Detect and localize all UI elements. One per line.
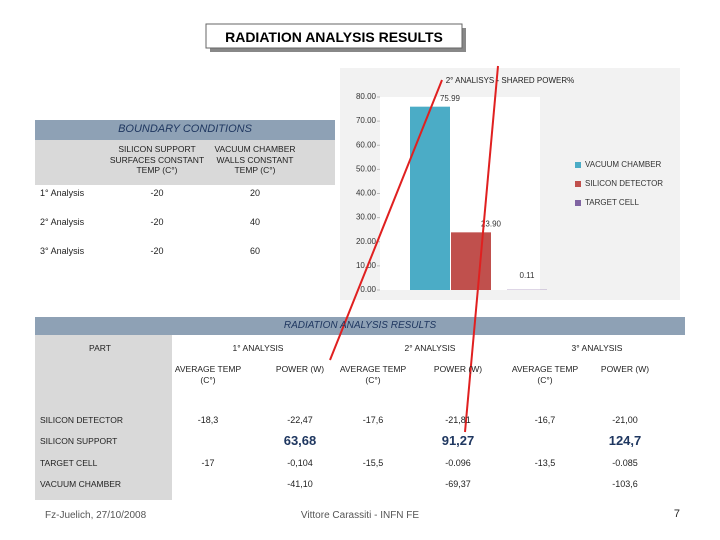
- results-header-band: [35, 317, 685, 335]
- cell: -17,6: [362, 415, 384, 425]
- bar: [451, 232, 491, 290]
- sub-header: AVERAGE TEMP (C°): [511, 364, 579, 385]
- title-box: [205, 23, 463, 49]
- annotation-line: [329, 79, 443, 361]
- cell: 20: [249, 188, 260, 198]
- table-title: RADIATION ANALYSIS RESULTS: [283, 320, 437, 331]
- legend-swatch: [575, 181, 581, 187]
- row-label: 1° Analysis: [40, 188, 85, 198]
- row-label: SILICON DETECTOR: [40, 415, 123, 425]
- footer-left: Fz-Juelich, 27/10/2008: [45, 510, 147, 521]
- sub-header: POWER (W): [275, 364, 325, 374]
- legend-label: TARGET CELL: [585, 198, 639, 207]
- y-tick-label: 80.00: [356, 92, 377, 101]
- cell: -0,104: [287, 458, 313, 468]
- footer-center: Vittore Carassiti - INFN FE: [300, 510, 420, 521]
- y-tick-label: 40.00: [356, 189, 377, 198]
- cell: 63,68: [283, 433, 317, 448]
- cell: -17: [201, 458, 215, 468]
- cell: -41,10: [287, 479, 313, 489]
- row-label: TARGET CELL: [40, 458, 98, 468]
- sub-header: POWER (W): [600, 364, 650, 374]
- cell: -0.085: [612, 458, 638, 468]
- legend-label: VACUUM CHAMBER: [585, 160, 662, 169]
- cell: 40: [249, 217, 260, 227]
- cell: 60: [249, 246, 260, 256]
- y-tick-label: 60.00: [356, 140, 377, 149]
- column-header: PART: [89, 343, 111, 353]
- data-label: 0.11: [520, 271, 536, 280]
- cell: 91,27: [441, 433, 475, 448]
- column-header: SILICON SUPPORT SURFACES CONSTANT TEMP (…: [109, 144, 205, 176]
- legend-swatch: [575, 200, 581, 206]
- cell: -103,6: [612, 479, 638, 489]
- row-label: SILICON SUPPORT: [40, 436, 118, 446]
- cell: 124,7: [608, 433, 642, 448]
- boundary-column-band: [35, 140, 335, 185]
- row-label: 2° Analysis: [40, 217, 85, 227]
- data-label: 75.99: [440, 94, 461, 103]
- cell: -20: [150, 217, 164, 227]
- data-label: 23.90: [481, 219, 502, 228]
- sub-header: AVERAGE TEMP (C°): [339, 364, 407, 385]
- slide-title: RADIATION ANALYSIS RESULTS: [225, 29, 443, 45]
- y-tick-label: 30.00: [356, 213, 377, 222]
- y-tick-label: 70.00: [356, 116, 377, 125]
- chart-title: 2° ANALISYS - SHARED POWER%: [445, 76, 575, 85]
- annotation-line: [464, 65, 499, 433]
- legend-label: SILICON DETECTOR: [585, 179, 663, 188]
- cell: -20: [150, 188, 164, 198]
- row-label: VACUUM CHAMBER: [40, 479, 122, 489]
- cell: -18,3: [197, 415, 219, 425]
- y-tick-label: 0.00: [360, 285, 376, 294]
- cell: -21,00: [612, 415, 638, 425]
- cell: -21,81: [445, 415, 471, 425]
- cell: -15,5: [362, 458, 384, 468]
- page-number: 7: [673, 508, 680, 520]
- results-part-column: [35, 335, 172, 500]
- analysis-header: 2° ANALYSIS: [404, 343, 456, 353]
- y-tick-label: 10.00: [356, 261, 377, 270]
- cell: -22,47: [287, 415, 313, 425]
- analysis-header: 3° ANALYSIS: [571, 343, 623, 353]
- bar: [410, 106, 450, 290]
- boundary-header-band: [35, 120, 335, 140]
- sub-header: POWER (W): [433, 364, 483, 374]
- column-header: VACUUM CHAMBER WALLS CONSTANT TEMP (C°): [214, 144, 296, 176]
- y-tick-label: 20.00: [356, 237, 377, 246]
- cell: -20: [150, 246, 164, 256]
- sub-header: AVERAGE TEMP (C°): [174, 364, 242, 385]
- legend-swatch: [575, 162, 581, 168]
- table-title: BOUNDARY CONDITIONS: [118, 123, 252, 135]
- cell: -69,37: [445, 479, 471, 489]
- cell: -0.096: [445, 458, 471, 468]
- cell: -13,5: [534, 458, 556, 468]
- row-label: 3° Analysis: [40, 246, 85, 256]
- cell: -16,7: [534, 415, 556, 425]
- y-tick-label: 50.00: [356, 164, 377, 173]
- analysis-header: 1° ANALYSIS: [232, 343, 284, 353]
